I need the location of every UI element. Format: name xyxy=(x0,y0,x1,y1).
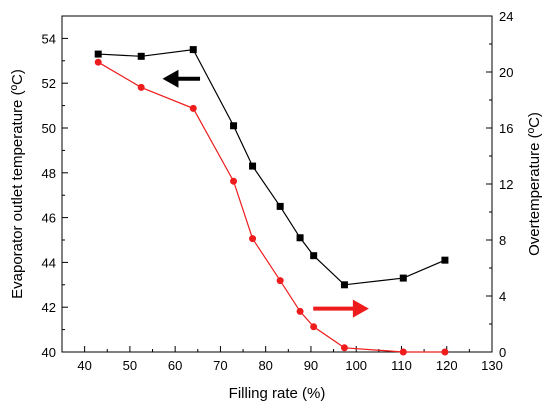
y-left-tick-label: 50 xyxy=(42,121,56,136)
data-point-square xyxy=(441,256,449,264)
x-axis-label: Filling rate (%) xyxy=(229,385,326,402)
y-right-tick-label: 0 xyxy=(499,345,506,360)
axis-ticks: 40 50 60 70 80 90 100 110 120 1304042444648505254… xyxy=(42,9,514,373)
y-left-tick-label: 40 xyxy=(42,345,56,360)
left-axis-arrow xyxy=(162,69,201,88)
data-point-square xyxy=(340,281,348,289)
data-point-circle xyxy=(296,307,304,315)
data-point-circle xyxy=(230,177,238,185)
y-right-tick-label: 24 xyxy=(499,9,513,24)
y-right-tick-label: 4 xyxy=(499,289,506,304)
y-right-tick-label: 20 xyxy=(499,65,513,80)
x-tick-label: 70 xyxy=(213,358,227,373)
x-tick-label: 100 xyxy=(345,358,367,373)
y-axis-right-label: Overtemperature (ºC) xyxy=(526,112,543,256)
data-point-circle xyxy=(94,58,102,66)
series-markers xyxy=(94,46,449,356)
data-point-square xyxy=(296,234,304,242)
data-point-square xyxy=(399,274,407,282)
data-point-square xyxy=(310,252,318,260)
x-tick-label: 130 xyxy=(481,358,503,373)
y-right-tick-label: 12 xyxy=(499,177,513,192)
data-point-circle xyxy=(310,323,318,331)
y-right-tick-label: 16 xyxy=(499,121,513,136)
x-tick-label: 90 xyxy=(304,358,318,373)
data-point-square xyxy=(94,50,102,58)
plot-frame xyxy=(61,15,493,353)
data-point-square xyxy=(189,46,197,54)
x-tick-label: 110 xyxy=(391,358,412,373)
data-point-circle xyxy=(276,277,284,285)
y-left-tick-label: 48 xyxy=(42,166,56,181)
data-point-square xyxy=(137,52,145,60)
data-point-circle xyxy=(249,235,257,243)
data-point-circle xyxy=(137,83,145,91)
data-point-circle xyxy=(399,348,407,356)
data-point-circle xyxy=(189,104,197,112)
series-line-right xyxy=(97,61,445,353)
x-tick-label: 120 xyxy=(436,358,458,373)
y-right-tick-label: 8 xyxy=(499,233,506,248)
y-left-tick-label: 42 xyxy=(42,300,56,315)
data-point-circle xyxy=(340,344,348,352)
series-line-left xyxy=(98,48,446,286)
data-point-square xyxy=(230,122,238,130)
y-left-tick-label: 54 xyxy=(42,31,56,46)
x-tick-label: 40 xyxy=(77,358,91,373)
right-axis-arrow xyxy=(313,299,369,318)
y-left-tick-label: 46 xyxy=(42,211,56,226)
y-left-tick-label: 44 xyxy=(42,255,56,270)
data-point-circle xyxy=(441,348,449,356)
data-point-square xyxy=(249,162,257,170)
x-tick-label: 80 xyxy=(258,358,272,373)
y-left-tick-label: 52 xyxy=(42,76,56,91)
x-tick-label: 50 xyxy=(123,358,137,373)
x-tick-label: 60 xyxy=(168,358,182,373)
axis-indicator-arrows xyxy=(162,69,369,318)
data-point-square xyxy=(276,202,284,210)
series-lines xyxy=(97,48,446,353)
y-axis-left-label: Evaporator outlet temperature (ºC) xyxy=(9,69,26,299)
